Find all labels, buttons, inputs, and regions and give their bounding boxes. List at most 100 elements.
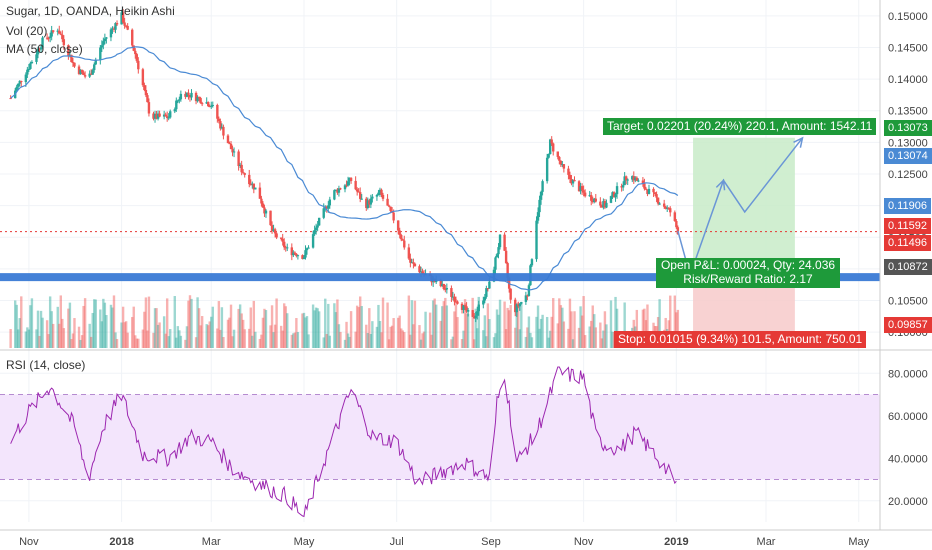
volume-bar xyxy=(442,301,445,348)
candle-body xyxy=(79,69,82,74)
candle-body xyxy=(241,172,245,174)
volume-legend[interactable]: Vol (20) xyxy=(6,24,48,38)
candle-body xyxy=(337,188,341,193)
candle-body xyxy=(293,252,297,254)
volume-bar xyxy=(217,301,221,348)
volume-bar xyxy=(105,315,108,348)
volume-bar xyxy=(369,333,373,348)
volume-bar xyxy=(243,329,246,348)
candle-body xyxy=(111,28,114,30)
volume-bar xyxy=(346,333,350,348)
price-tick-label: 0.13500 xyxy=(888,106,928,118)
volume-bar xyxy=(371,321,374,348)
candle-body xyxy=(454,301,458,303)
volume-bar xyxy=(530,337,534,348)
volume-bar xyxy=(295,318,298,348)
volume-bar xyxy=(507,310,511,348)
open-pl-label: Open P&L: 0.00024, Qty: 24.036 Risk/Rewa… xyxy=(656,258,840,288)
candle-body xyxy=(439,279,442,287)
candle-body xyxy=(570,179,573,184)
volume-bar xyxy=(56,306,59,348)
candle-body xyxy=(346,181,350,186)
volume-bar xyxy=(573,311,576,348)
candle-body xyxy=(263,207,266,214)
volume-bar xyxy=(430,334,433,348)
candle-body xyxy=(91,70,94,75)
volume-bar xyxy=(389,326,392,348)
candle-body xyxy=(121,12,125,23)
volume-bar xyxy=(269,325,272,348)
volume-bar xyxy=(424,311,427,348)
volume-bar xyxy=(412,324,415,348)
volume-bar xyxy=(47,334,50,348)
candle-body xyxy=(270,225,274,231)
volume-bar xyxy=(368,308,371,348)
volume-bar xyxy=(62,328,66,348)
volume-bar xyxy=(322,337,325,348)
candle-body xyxy=(472,316,476,319)
rsi-legend[interactable]: RSI (14, close) xyxy=(6,358,86,372)
volume-bar xyxy=(403,332,406,348)
volume-bar xyxy=(486,303,490,348)
volume-bar xyxy=(571,339,575,348)
candle-body xyxy=(30,61,34,64)
volume-bar xyxy=(80,335,84,348)
volume-bar xyxy=(248,328,251,348)
volume-bar xyxy=(88,323,91,348)
candle-body xyxy=(286,247,289,249)
volume-bar xyxy=(252,300,256,348)
candle-body xyxy=(675,221,678,228)
symbol-legend[interactable]: Sugar, 1D, OANDA, Heikin Ashi xyxy=(6,4,175,18)
candle-body xyxy=(488,281,491,289)
volume-bar xyxy=(281,330,284,348)
volume-bar xyxy=(494,333,497,348)
volume-bar xyxy=(476,328,479,348)
candle-body xyxy=(109,29,113,38)
candle-body xyxy=(162,114,166,117)
volume-bar xyxy=(15,304,18,348)
volume-bar xyxy=(71,333,75,348)
volume-bar xyxy=(407,295,411,348)
time-tick-label: May xyxy=(848,536,869,548)
volume-bar xyxy=(337,324,341,348)
candle-body xyxy=(231,149,234,153)
volume-bar xyxy=(641,309,645,348)
candle-body xyxy=(120,12,123,25)
candle-body xyxy=(264,210,268,214)
candle-body xyxy=(207,102,210,107)
rsi-tick-label: 60.0000 xyxy=(888,411,928,423)
candle-body xyxy=(147,102,151,114)
volume-bar xyxy=(529,332,532,348)
volume-bar xyxy=(311,304,315,348)
volume-bar xyxy=(579,306,582,348)
candle-body xyxy=(179,93,183,100)
ma-legend[interactable]: MA (50, close) xyxy=(6,42,83,56)
candle-body xyxy=(656,197,660,204)
candle-body xyxy=(653,192,657,195)
candle-body xyxy=(377,192,380,196)
volume-bar xyxy=(103,302,107,348)
candle-body xyxy=(397,220,400,231)
candle-body xyxy=(71,62,75,64)
candle-body xyxy=(386,198,389,206)
candle-body xyxy=(88,73,91,77)
candle-body xyxy=(254,187,257,190)
volume-bar xyxy=(216,328,219,348)
volume-bar xyxy=(77,326,81,348)
candle-body xyxy=(646,189,649,194)
volume-bar xyxy=(188,295,192,348)
candle-body xyxy=(626,179,629,181)
open-pl-text: Open P&L: 0.00024, Qty: 24.036 xyxy=(660,258,836,272)
volume-bar xyxy=(583,335,587,348)
candle-body xyxy=(185,92,189,97)
candle-body xyxy=(228,143,231,145)
candle-body xyxy=(124,25,128,27)
volume-bar xyxy=(184,339,187,348)
volume-bar xyxy=(643,308,646,348)
volume-bar xyxy=(611,331,614,348)
volume-bar xyxy=(165,298,169,348)
candle-body xyxy=(126,25,129,30)
volume-bar xyxy=(290,334,294,348)
candles xyxy=(9,9,680,323)
